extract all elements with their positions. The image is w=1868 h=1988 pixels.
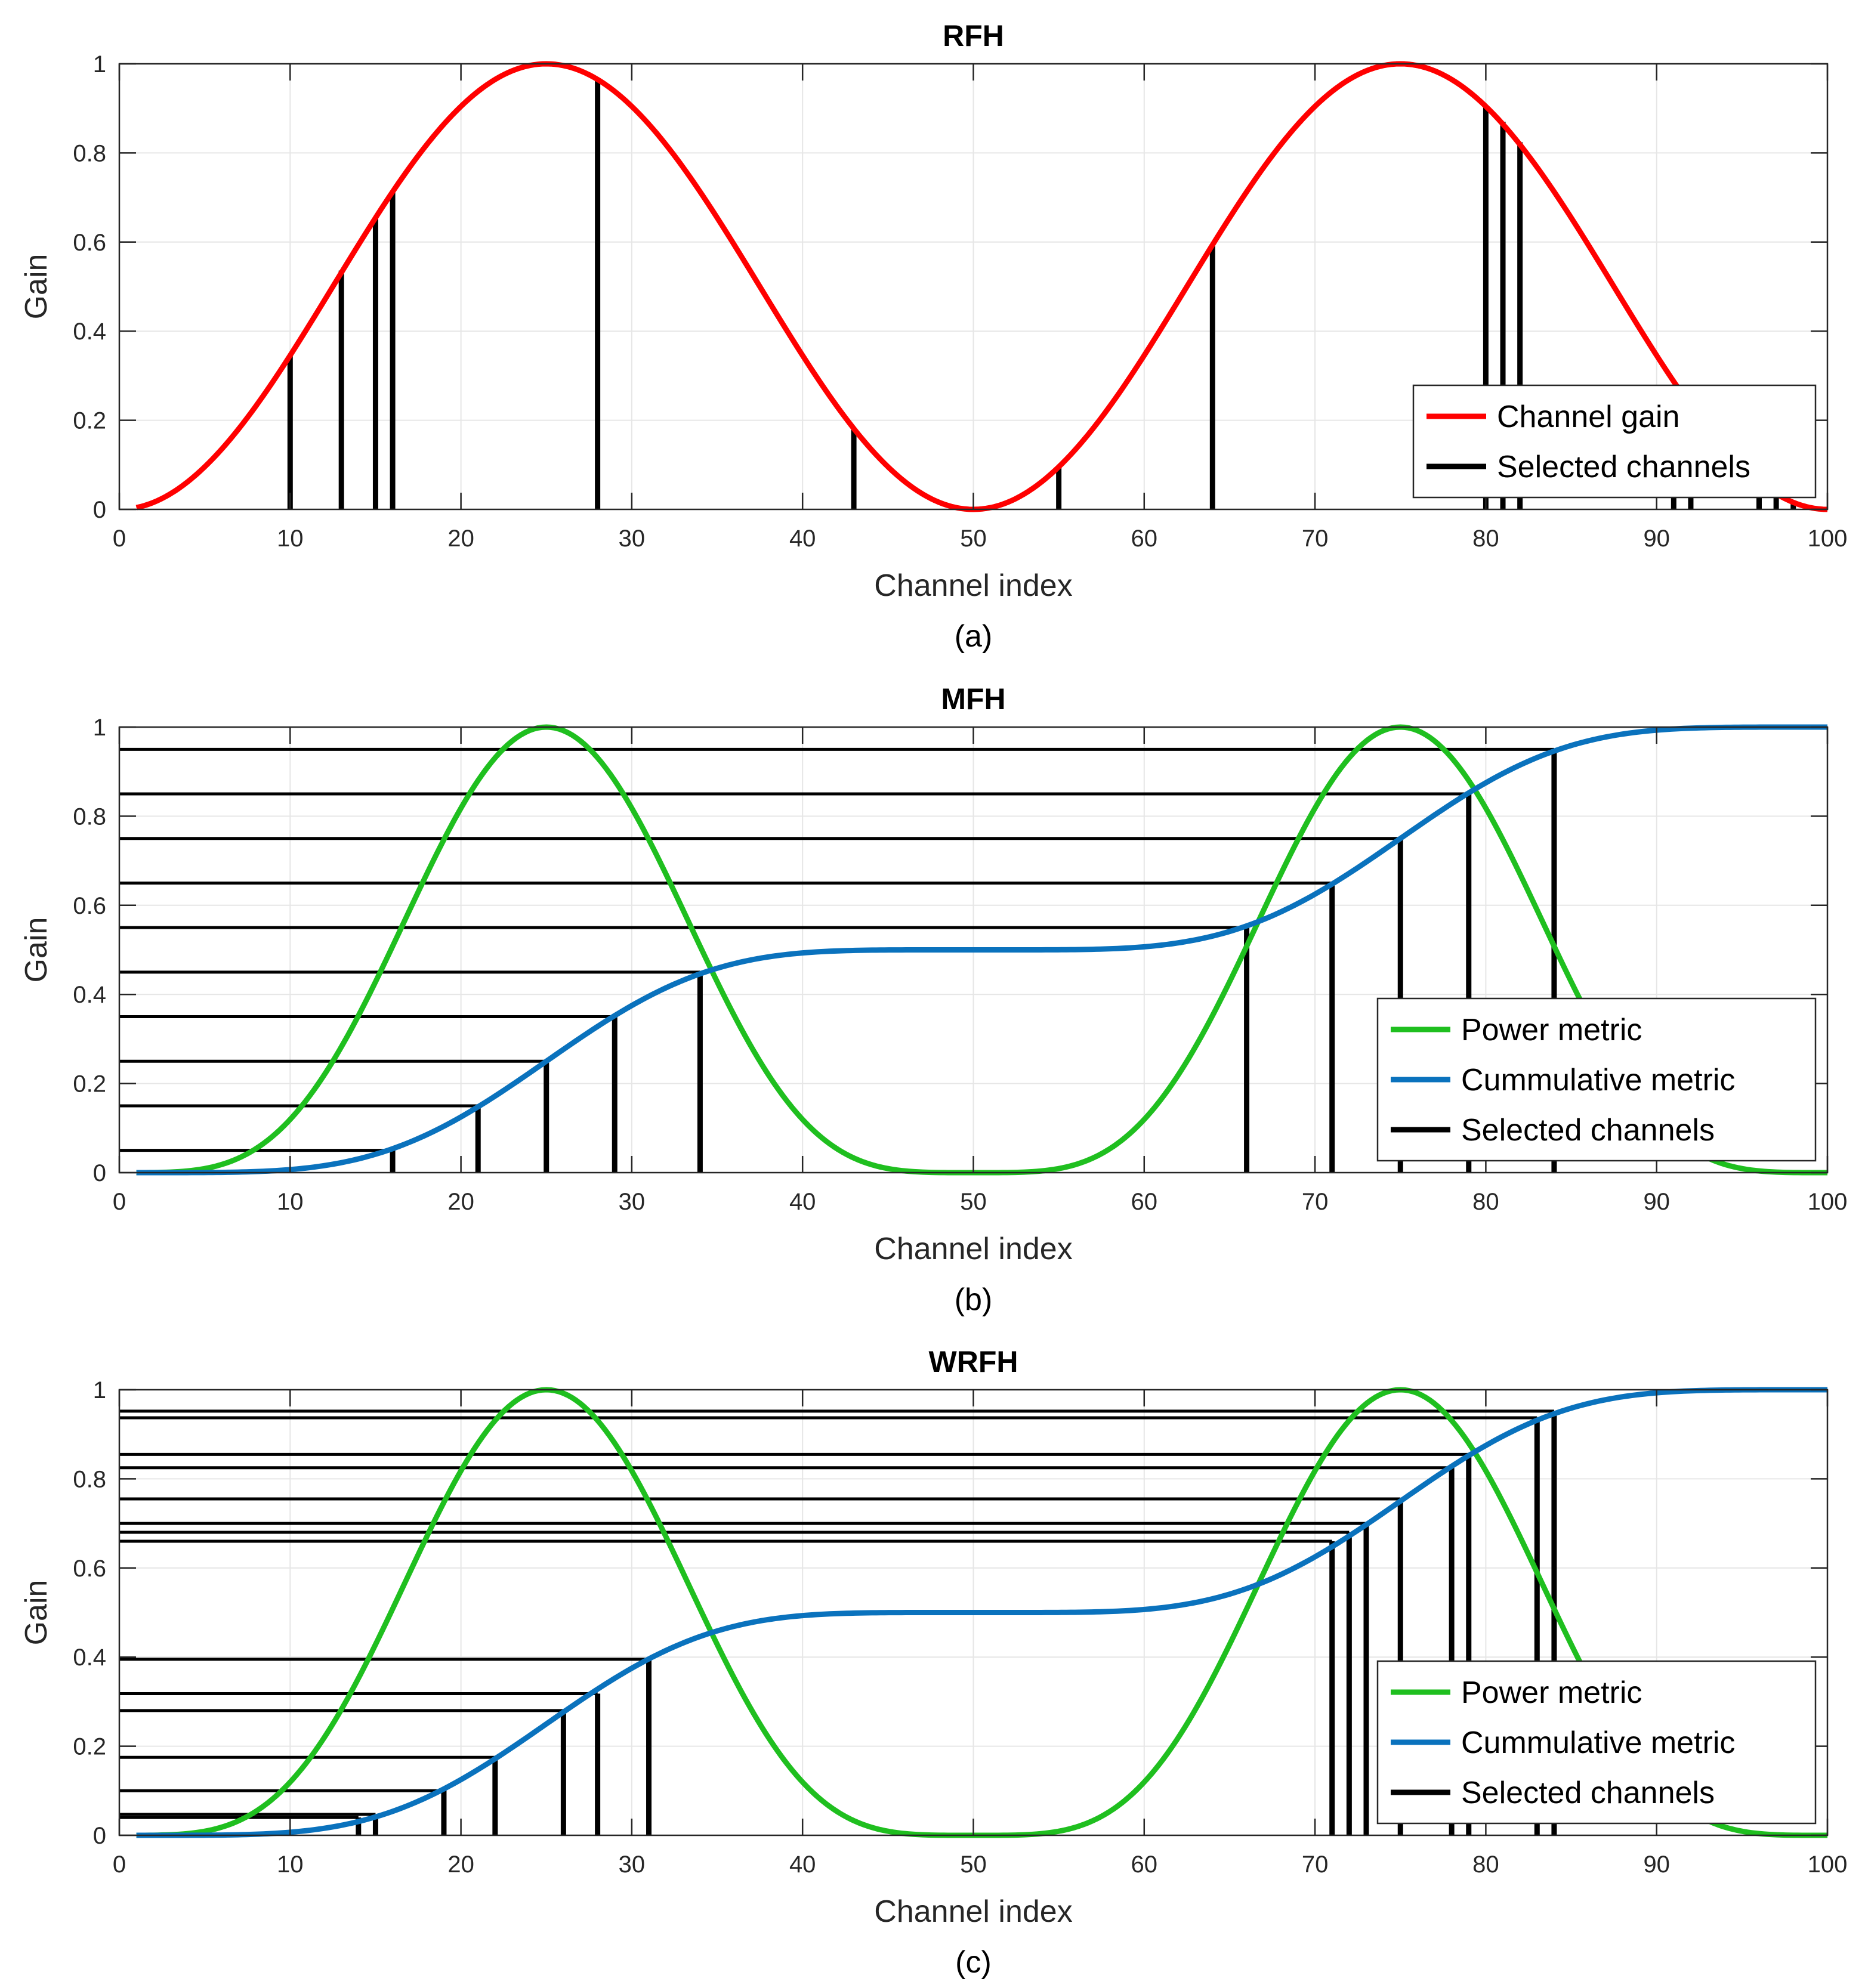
legend-a: Channel gain Selected channels [1412,384,1817,499]
legend-label-a-1: Selected channels [1497,450,1750,484]
x-tick-label-b-4: 40 [789,1189,816,1215]
x-tick-label-a-7: 70 [1302,525,1329,552]
y-tick-label-a-5: 1 [93,51,106,78]
panel-a: 0 10 20 30 40 50 60 70 80 90 100 0 0.2 0.4 0.6 0.8 1 RFH C… [19,19,1847,654]
y-tick-label-a-1: 0.2 [73,408,106,434]
x-tick-label-a-2: 20 [447,525,474,552]
legend-label-b-2: Selected channels [1461,1113,1715,1148]
legend-box-a [1412,384,1817,499]
x-tick-label-b-3: 30 [619,1189,646,1215]
y-tick-label-c-2: 0.4 [73,1644,106,1671]
x-tick-label-b-1: 10 [277,1189,304,1215]
x-tick-label-c-2: 20 [447,1851,474,1878]
threshold-lines-c [119,1409,1554,1819]
y-tick-label-c-0: 0 [93,1823,106,1849]
x-tick-label-a-8: 80 [1472,525,1499,552]
x-tick-label-c-10: 100 [1808,1851,1848,1878]
x-tick-label-a-10: 100 [1808,525,1848,552]
panel-caption-a: (a) [955,619,993,654]
legend-label-c-1: Cummulative metric [1461,1726,1735,1760]
chart-title-c: WRFH [929,1345,1018,1378]
chart-title-b: MFH [941,682,1005,716]
x-tick-label-b-6: 60 [1131,1189,1158,1215]
x-tick-label-c-1: 10 [277,1851,304,1878]
y-tick-label-a-3: 0.6 [73,230,106,256]
x-tick-label-c-3: 30 [619,1851,646,1878]
y-axis-label-c: Gain [19,1580,54,1646]
x-tick-label-c-4: 40 [789,1851,816,1878]
x-tick-label-a-0: 0 [113,525,126,552]
y-tick-label-b-0: 0 [93,1160,106,1186]
y-tick-label-b-5: 1 [93,715,106,741]
x-axis-label-b: Channel index [874,1232,1072,1266]
x-tick-label-b-8: 80 [1472,1189,1499,1215]
x-tick-label-b-5: 50 [960,1189,987,1215]
x-tick-label-c-9: 90 [1643,1851,1670,1878]
x-axis-label-a: Channel index [874,568,1072,603]
legend-label-c-0: Power metric [1461,1675,1642,1710]
y-tick-label-b-4: 0.8 [73,803,106,830]
legend-box-b [1376,997,1817,1162]
x-tick-label-c-6: 60 [1131,1851,1158,1878]
y-tick-label-a-2: 0.4 [73,319,106,345]
legend-box-c [1376,1660,1817,1825]
y-tick-label-b-3: 0.6 [73,893,106,919]
series-line-b-1 [136,724,1827,1176]
x-tick-label-b-7: 70 [1302,1189,1329,1215]
panel-caption-b: (b) [955,1282,993,1317]
y-tick-label-c-5: 1 [93,1377,106,1403]
x-tick-label-a-4: 40 [789,525,816,552]
y-tick-label-c-3: 0.6 [73,1556,106,1582]
series-line-c-1 [136,1387,1827,1838]
legend-c: Power metric Cummulative metric Selected c… [1376,1660,1817,1825]
legend-label-c-2: Selected channels [1461,1776,1715,1810]
x-tick-label-b-10: 100 [1808,1189,1848,1215]
x-tick-label-b-0: 0 [113,1189,126,1215]
x-axis-label-c: Channel index [874,1894,1072,1929]
y-tick-label-c-4: 0.8 [73,1466,106,1492]
panel-caption-c: (c) [955,1945,992,1980]
y-axis-label-a: Gain [19,254,54,320]
x-tick-label-a-9: 90 [1643,525,1670,552]
legend-label-a-0: Channel gain [1497,400,1679,434]
x-tick-label-b-2: 20 [447,1189,474,1215]
x-tick-label-b-9: 90 [1643,1189,1670,1215]
y-tick-label-b-2: 0.4 [73,982,106,1008]
x-tick-label-a-3: 30 [619,525,646,552]
x-tick-label-c-8: 80 [1472,1851,1499,1878]
chart-title-a: RFH [943,19,1004,52]
y-tick-label-c-1: 0.2 [73,1734,106,1760]
x-tick-label-a-5: 50 [960,525,987,552]
x-tick-label-a-6: 60 [1131,525,1158,552]
x-tick-label-a-1: 10 [277,525,304,552]
legend-b: Power metric Cummulative metric Selected c… [1376,997,1817,1162]
panel-c: 0 10 20 30 40 50 60 70 80 90 100 0 0.2 0.4 0.6 0.8 1 WRFH… [19,1345,1847,1980]
legend-label-b-0: Power metric [1461,1013,1642,1047]
panel-b: 0 10 20 30 40 50 60 70 80 90 100 0 0.2 0.4 0.6 0.8 1 MFH C… [19,682,1847,1317]
x-tick-label-c-5: 50 [960,1851,987,1878]
y-axis-label-b: Gain [19,917,54,983]
x-tick-label-c-0: 0 [113,1851,126,1878]
y-tick-label-a-4: 0.8 [73,140,106,166]
x-tick-label-c-7: 70 [1302,1851,1329,1878]
legend-label-b-1: Cummulative metric [1461,1063,1735,1097]
y-tick-label-b-1: 0.2 [73,1071,106,1097]
y-tick-label-a-0: 0 [93,497,106,523]
